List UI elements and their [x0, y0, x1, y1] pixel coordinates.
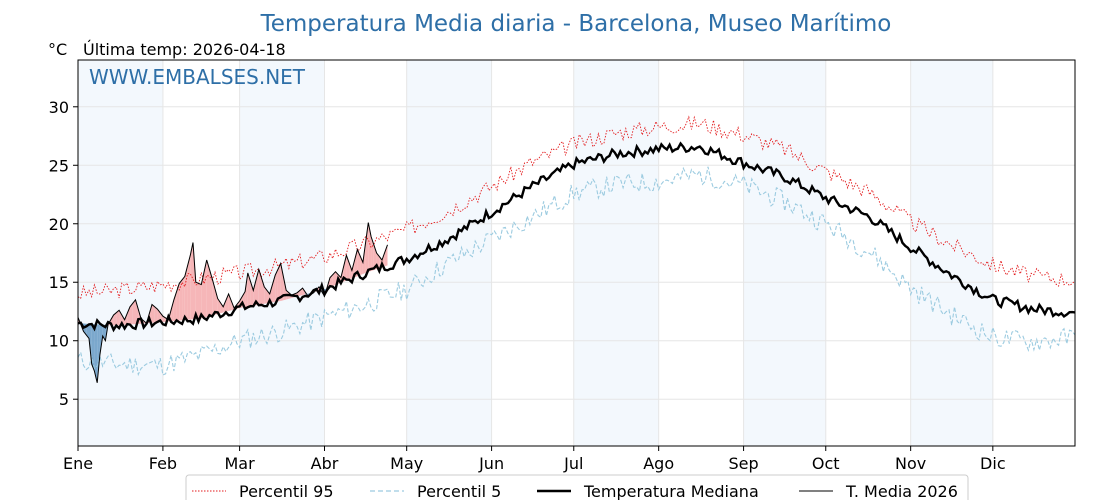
- warm-anomaly-fill: [261, 278, 265, 305]
- watermark: WWW.EMBALSES.NET: [89, 65, 306, 89]
- warm-anomaly-fill: [195, 282, 199, 319]
- warm-anomaly-fill: [220, 302, 224, 314]
- warm-anomaly-fill: [187, 255, 191, 320]
- warm-anomaly-fill: [264, 286, 267, 304]
- warm-anomaly-fill: [357, 249, 361, 277]
- x-tick-label: Feb: [149, 454, 177, 473]
- x-tick-label: Mar: [225, 454, 256, 473]
- warm-anomaly-fill: [272, 275, 276, 303]
- legend-box: [185, 474, 969, 500]
- month-band: [743, 60, 826, 446]
- last-update-label: Última temp: 2026-04-18: [83, 40, 286, 59]
- warm-anomaly-fill: [228, 293, 232, 311]
- warm-anomaly-fill: [269, 284, 273, 303]
- plot-frame: [77, 59, 1076, 447]
- month-band: [573, 60, 659, 446]
- warm-anomaly-fill: [132, 299, 136, 325]
- warm-anomaly-fill: [184, 265, 188, 320]
- y-tick-label: 5: [59, 390, 69, 409]
- warm-anomaly-fill: [223, 300, 226, 313]
- warm-anomaly-fill: [154, 306, 158, 323]
- series-layer: [77, 115, 1076, 383]
- unit-label: °C: [48, 40, 67, 59]
- month-band: [910, 60, 993, 446]
- warm-anomaly-fill: [193, 242, 196, 320]
- x-axis: Ene Feb Mar Abr May Jun Jul Ago Sep Oct Nov Dic: [63, 446, 1006, 473]
- legend-label-2026: T. Media 2026: [845, 482, 958, 500]
- month-band: [406, 60, 492, 446]
- legend-label-median: Temperatura Mediana: [583, 482, 759, 500]
- chart-title: Temperatura Media diaria - Barcelona, Mu…: [260, 11, 892, 37]
- cold-anomaly-fill: [97, 324, 100, 383]
- warm-anomaly-fill: [113, 312, 117, 326]
- y-tick-label: 15: [49, 273, 69, 292]
- warm-anomaly-fill: [215, 288, 218, 315]
- series-line-2026: [77, 222, 388, 383]
- y-tick-label: 30: [49, 98, 69, 117]
- cold-anomaly-fill: [94, 324, 98, 383]
- warm-anomaly-fill: [204, 260, 207, 318]
- warm-anomaly-fill: [277, 263, 281, 302]
- warm-anomaly-fill: [245, 272, 248, 307]
- legend: Percentil 95 Percentil 5 Temperatura Med…: [185, 474, 969, 500]
- warm-anomaly-fill: [198, 283, 202, 319]
- warm-anomaly-fill: [354, 249, 358, 278]
- warm-anomaly-fill: [253, 279, 256, 306]
- warm-anomaly-fill: [135, 299, 139, 325]
- x-tick-label: May: [390, 454, 423, 473]
- warm-anomaly-fill: [127, 306, 130, 325]
- warm-anomaly-fill: [209, 269, 213, 317]
- warm-anomaly-fill: [190, 242, 193, 320]
- y-tick-label: 20: [49, 215, 69, 234]
- warm-anomaly-fill: [280, 263, 284, 301]
- x-tick-label: Sep: [729, 454, 759, 473]
- warm-anomaly-fill: [225, 293, 229, 312]
- x-tick-label: Nov: [895, 454, 926, 473]
- y-axis: 5 10 15 20 25 30: [49, 98, 78, 409]
- warm-anomaly-fill: [130, 303, 133, 325]
- x-tick-label: Jul: [563, 454, 583, 473]
- warm-anomaly-fill: [250, 281, 254, 307]
- warm-anomaly-fill: [206, 260, 210, 317]
- warm-anomaly-fill: [330, 274, 333, 288]
- month-band: [78, 60, 163, 446]
- series-line-median: [77, 141, 1076, 333]
- x-tick-label: Ene: [63, 454, 93, 473]
- warm-anomaly-fill: [176, 283, 180, 321]
- cold-anomaly-fill: [86, 323, 89, 339]
- warm-anomaly-fill: [182, 276, 185, 321]
- series-line-p95: [77, 115, 1076, 300]
- warm-anomaly-fill: [247, 272, 251, 307]
- warm-anomaly-fill: [171, 299, 174, 322]
- warm-anomaly-fill: [360, 255, 363, 276]
- month-bands: [78, 60, 993, 446]
- x-tick-label: Ago: [643, 454, 674, 473]
- warm-anomaly-fill: [152, 304, 155, 323]
- legend-label-p5: Percentil 5: [417, 482, 501, 500]
- x-tick-label: Oct: [812, 454, 840, 473]
- legend-label-p95: Percentil 95: [239, 482, 334, 500]
- warm-anomaly-fill: [116, 310, 120, 326]
- warm-anomaly-fill: [258, 269, 262, 305]
- warm-anomaly-fill: [384, 244, 388, 267]
- warm-anomaly-fill: [365, 222, 369, 273]
- warm-anomaly-fill: [371, 236, 374, 271]
- y-tick-label: 25: [49, 156, 69, 175]
- warm-anomaly-fill: [349, 262, 352, 280]
- series-line-p5: [77, 166, 1076, 377]
- x-tick-label: Jun: [478, 454, 504, 473]
- warm-anomaly-fill: [179, 279, 183, 321]
- y-tick-label: 10: [49, 332, 69, 351]
- x-tick-label: Dic: [980, 454, 1006, 473]
- warm-anomaly-fill: [332, 271, 336, 286]
- warm-anomaly-fill: [343, 255, 347, 282]
- month-band: [239, 60, 325, 446]
- x-tick-label: Abr: [311, 454, 339, 473]
- warm-anomaly-fill: [275, 269, 278, 302]
